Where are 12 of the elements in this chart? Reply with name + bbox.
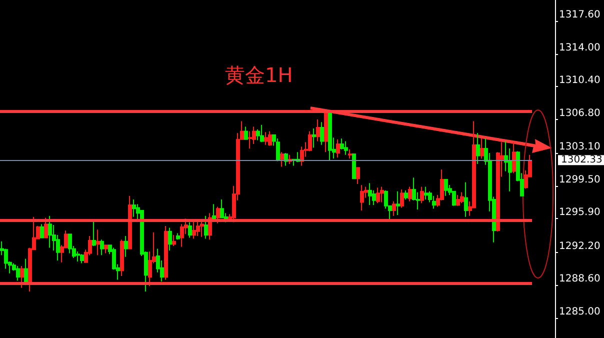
y-tick-label: 1285.00 <box>559 306 600 318</box>
y-tick-label: 1306.80 <box>559 108 600 119</box>
y-tick-label: 1295.90 <box>559 207 600 218</box>
y-tick-label: 1292.20 <box>559 240 600 252</box>
y-tick-label: 1310.40 <box>559 75 600 86</box>
y-tick-label: 1299.50 <box>559 174 600 186</box>
y-tick-label: 1314.00 <box>559 42 600 54</box>
text: 黄金1H <box>225 63 293 87</box>
y-tick-label: 1288.60 <box>559 274 600 285</box>
y-tick-label: 1317.60 <box>559 9 600 20</box>
ref-line-label: 1302.33 <box>561 154 602 166</box>
y-tick-label: 1303.10 <box>559 142 600 153</box>
